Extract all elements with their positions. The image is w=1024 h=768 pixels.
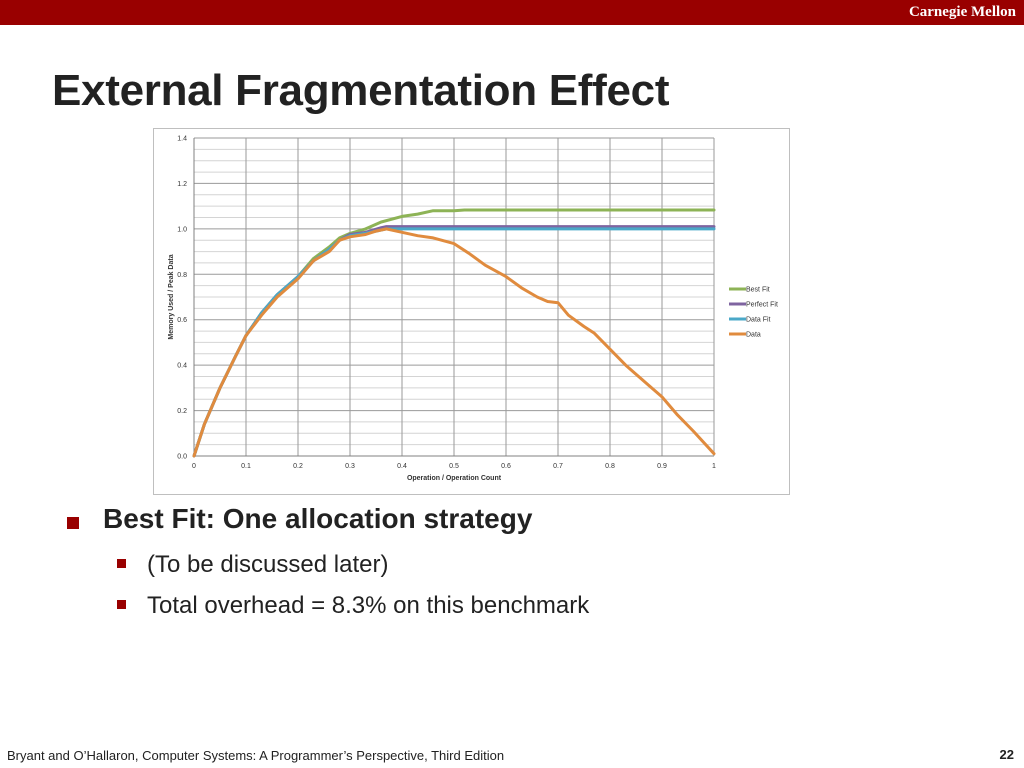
- fragmentation-chart: 0 0.1 0.2 0.3 0.4 0.5 0.6 0.7 0.8 0.9 1 0.0 0.2 0.4 0.…: [168, 136, 778, 483]
- bullet-text: (To be discussed later): [147, 551, 389, 578]
- y-tick-label: 0.8: [177, 272, 187, 279]
- footer-citation: Bryant and O’Hallaron, Computer Systems:…: [7, 748, 505, 763]
- bullet-text: Total overhead = 8.3% on this benchmark: [147, 592, 590, 619]
- chart-container: 0 0.1 0.2 0.3 0.4 0.5 0.6 0.7 0.8 0.9 1 0.0 0.2 0.4 0.…: [153, 128, 790, 495]
- y-tick-label: 1.0: [177, 226, 187, 233]
- bullet-square-icon: [117, 600, 126, 609]
- x-axis-label: Operation / Operation Count: [407, 475, 502, 482]
- x-tick-label: 0.6: [501, 463, 511, 470]
- series-line-data: [192, 227, 716, 458]
- bullet-square-icon: [67, 517, 79, 529]
- x-tick-label: 0.3: [345, 463, 355, 470]
- x-tick-label: 0.2: [293, 463, 303, 470]
- x-tick-label: 0.9: [657, 463, 667, 470]
- x-tick-label: 0.5: [449, 463, 459, 470]
- legend-label: Data: [746, 332, 761, 339]
- legend-label: Data Fit: [746, 317, 771, 324]
- x-tick-label: 1: [712, 463, 716, 470]
- bullet-square-icon: [117, 559, 126, 568]
- y-tick-label: 1.4: [177, 136, 187, 143]
- x-tick-label: 0.4: [397, 463, 407, 470]
- header-bar: Carnegie Mellon: [0, 0, 1024, 25]
- bullet-text: Best Fit: One allocation strategy: [103, 503, 533, 534]
- legend-label: Perfect Fit: [746, 302, 778, 309]
- slide-title: External Fragmentation Effect: [52, 66, 670, 115]
- legend-label: Best Fit: [746, 287, 770, 294]
- y-axis-label: Memory Used / Peak Data: [168, 254, 175, 339]
- x-tick-label: 0.8: [605, 463, 615, 470]
- x-tick-label: 0.1: [241, 463, 251, 470]
- y-tick-label: 0.0: [177, 454, 187, 461]
- y-tick-label: 0.2: [177, 408, 187, 415]
- x-tick-label: 0: [192, 463, 196, 470]
- y-tick-label: 0.6: [177, 317, 187, 324]
- brand-name: Carnegie Mellon: [908, 4, 1016, 20]
- page-number: 22: [999, 747, 1014, 762]
- x-tick-label: 0.7: [553, 463, 563, 470]
- y-tick-label: 0.4: [177, 363, 187, 370]
- y-tick-label: 1.2: [177, 181, 187, 188]
